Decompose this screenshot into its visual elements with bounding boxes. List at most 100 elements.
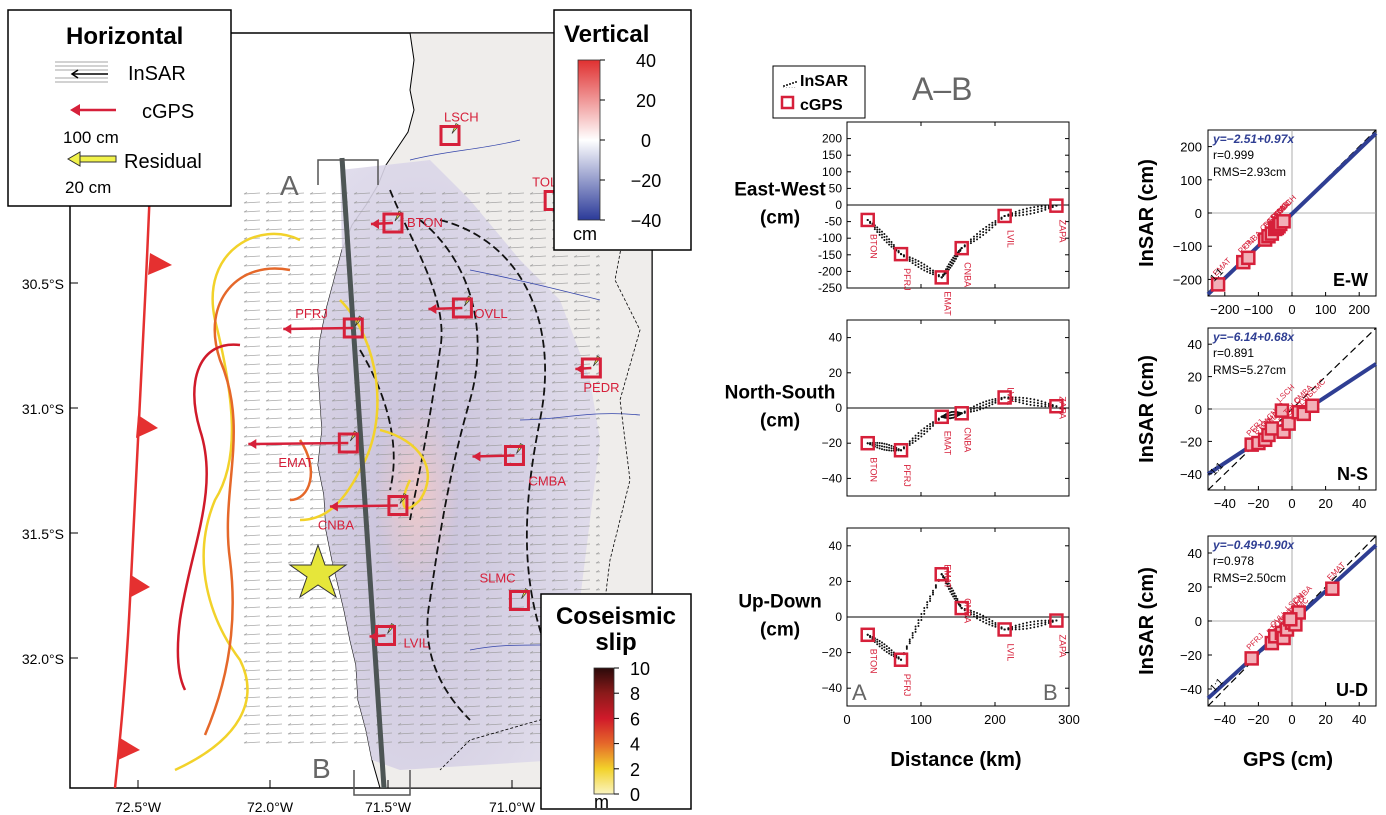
profile-station-pfrj <box>893 652 909 667</box>
insar-profile-dot <box>885 650 888 653</box>
profile-panel-title: East-West <box>734 180 826 201</box>
insar-profile-dot <box>1040 619 1043 622</box>
insar-profile-dot <box>929 423 932 426</box>
component-label: N-S <box>1337 464 1368 484</box>
insar-profile-dot <box>976 617 979 620</box>
insar-profile-dot <box>876 228 879 231</box>
profile-station-lvil <box>997 622 1012 637</box>
lat-tick-label: 31.5°S <box>22 526 64 542</box>
insar-profile-dot <box>949 263 952 266</box>
insar-profile-dot <box>888 243 891 246</box>
insar-profile-dot <box>890 649 893 652</box>
insar-profile-dot <box>1014 400 1017 403</box>
insar-profile-dot <box>931 422 934 425</box>
profile-x-tick-label: 200 <box>984 712 1006 727</box>
insar-profile-dot <box>959 249 962 252</box>
profile-legend-cgps: cGPS <box>800 97 843 114</box>
insar-profile-dot <box>943 273 946 276</box>
insar-profile-dot <box>929 600 932 603</box>
insar-profile-dot <box>1025 624 1028 627</box>
horizontal-legend-title: Horizontal <box>66 23 183 50</box>
vertical-tick-label: −40 <box>631 211 662 231</box>
station-marker-bton <box>382 212 404 234</box>
slip-tick-label: 4 <box>630 735 640 755</box>
insar-legend-label: InSAR <box>128 63 186 85</box>
insar-profile-dot <box>991 221 994 224</box>
station-label-ovll: OVLL <box>474 306 507 321</box>
vertical-tick-label: 20 <box>636 91 656 111</box>
insar-profile-dot <box>1033 623 1036 626</box>
insar-profile-dot <box>985 400 988 403</box>
insar-profile-dot <box>963 411 966 414</box>
insar-profile-dot <box>979 233 982 236</box>
fit-equation: y=−2.51+0.97x <box>1212 132 1295 146</box>
insar-profile-dot <box>972 410 975 413</box>
cgps-arrow <box>248 441 349 446</box>
insar-profile-dot <box>908 640 911 643</box>
residual-legend-arrow <box>67 151 117 167</box>
insar-profile-dot <box>988 223 991 226</box>
insar-profile-dot <box>876 231 879 234</box>
vertical-tick-label: −20 <box>631 171 662 191</box>
insar-profile-dot <box>926 268 929 271</box>
insar-profile-dot <box>885 449 888 452</box>
scatter-point-lsch <box>1283 612 1298 627</box>
insar-profile-dot <box>914 437 917 440</box>
insar-profile-dot <box>908 443 911 446</box>
profile-panel-title: Up-Down <box>738 591 821 612</box>
insar-profile-dot <box>1007 397 1010 400</box>
insar-profile-dot <box>878 642 881 645</box>
insar-profile-dot <box>979 408 982 411</box>
insar-profile-dot <box>985 616 988 619</box>
insar-profile-dot <box>1018 209 1021 212</box>
rms-label: RMS=2.93cm <box>1213 165 1286 179</box>
station-marker-slmc <box>508 590 530 611</box>
vertical-legend: Vertical 40 20 0 −20 −40 cm <box>553 9 692 251</box>
insar-profile-dot <box>1055 204 1058 207</box>
insar-profile-dot <box>976 409 979 412</box>
epicenter-star-icon <box>288 543 348 599</box>
insar-profile-dot <box>923 269 926 272</box>
insar-profile-dot <box>911 636 914 639</box>
insar-profile-dot <box>911 634 914 637</box>
insar-profile-dot <box>876 226 879 229</box>
insar-profile-dot <box>908 258 911 261</box>
insar-profile-dot <box>926 603 929 606</box>
scatter-point-emat <box>1210 277 1226 292</box>
insar-profile-dot <box>979 613 982 616</box>
insar-profile-dot <box>969 611 972 614</box>
insar-profile-dot <box>1018 623 1021 626</box>
horizontal-legend: Horizontal InSAR cGPS 100 cm Residual 20… <box>7 9 232 207</box>
insar-profile-dot <box>1033 211 1036 214</box>
insar-profile-dot <box>888 446 891 449</box>
insar-profile-dot <box>1014 628 1017 631</box>
insar-profile-dot <box>1040 205 1043 208</box>
cgps-arrowhead <box>248 439 257 449</box>
insar-profile-dot <box>908 638 911 641</box>
correlation-label: r=0.978 <box>1213 554 1254 568</box>
profile-bracket-a <box>317 159 379 185</box>
profile-y-tick-label: 50 <box>829 181 843 195</box>
insar-profile-dot <box>914 630 917 633</box>
profile-panel-1: East-West (cm) 200 150 100 50 0 -50 -100 -150 -200… <box>734 121 1070 316</box>
insar-profile-dot <box>923 612 926 615</box>
insar-profile-dot <box>1029 209 1032 212</box>
station-marker-emat <box>337 432 359 454</box>
insar-profile-dot <box>985 619 988 622</box>
station-marker-cmba <box>503 445 525 466</box>
insar-profile-dot <box>902 255 905 258</box>
profile-station-label: BTON <box>869 457 879 482</box>
rms-label: RMS=5.27cm <box>1213 363 1286 377</box>
one-to-one-line <box>1207 535 1377 707</box>
insar-profile-dot <box>1033 620 1036 623</box>
scatter-point-cnba <box>1241 250 1256 266</box>
insar-profile-dot <box>1033 404 1036 407</box>
lon-tick-label: 71.5°W <box>365 799 412 815</box>
component-label: U-D <box>1336 680 1368 700</box>
scatter-y-tick-label: 40 <box>1188 546 1202 561</box>
insar-profile-dot <box>920 616 923 618</box>
profile-station-cnba <box>954 240 969 256</box>
insar-profile-dot <box>885 446 888 449</box>
scatter-x-tick-label: 200 <box>1348 302 1370 317</box>
